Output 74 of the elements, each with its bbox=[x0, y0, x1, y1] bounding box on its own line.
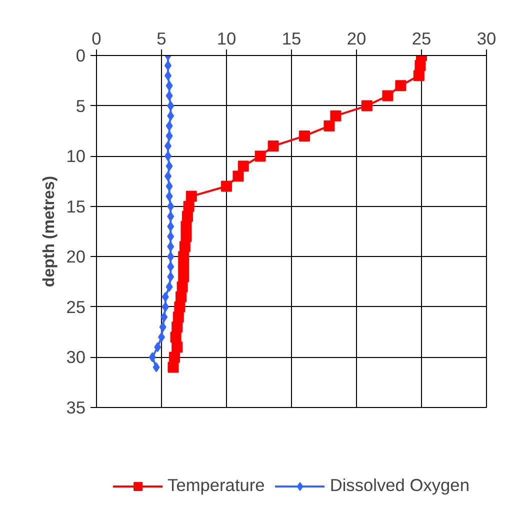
point bbox=[166, 181, 173, 192]
y-tick-label: 10 bbox=[66, 146, 86, 166]
point bbox=[174, 301, 186, 312]
legend-label: Temperature bbox=[168, 475, 265, 496]
point bbox=[268, 140, 279, 152]
point bbox=[330, 110, 342, 122]
point bbox=[361, 100, 372, 112]
point bbox=[167, 211, 174, 222]
point bbox=[167, 100, 174, 111]
y-axis-title: depth (metres) bbox=[41, 176, 58, 288]
point bbox=[413, 70, 424, 82]
y-tick-label: 0 bbox=[76, 46, 86, 66]
point bbox=[180, 231, 192, 242]
y-tick-label: 25 bbox=[66, 296, 86, 317]
x-tick-label: 15 bbox=[282, 28, 302, 48]
point bbox=[238, 160, 249, 172]
point bbox=[166, 90, 173, 101]
x-tick-label: 30 bbox=[476, 28, 496, 48]
x-tick-label: 5 bbox=[156, 28, 166, 48]
point bbox=[166, 282, 173, 292]
point bbox=[254, 150, 266, 162]
point bbox=[382, 90, 394, 102]
point bbox=[159, 322, 166, 332]
x-tick-label: 0 bbox=[92, 28, 102, 48]
point bbox=[172, 322, 183, 333]
point bbox=[166, 130, 173, 141]
x-tick-label: 10 bbox=[216, 28, 236, 48]
point bbox=[167, 242, 174, 252]
point bbox=[166, 80, 173, 91]
y-tick-label: 35 bbox=[66, 398, 86, 418]
point bbox=[166, 191, 173, 202]
point bbox=[183, 200, 194, 212]
point bbox=[180, 220, 192, 232]
point bbox=[167, 252, 174, 262]
point bbox=[178, 251, 190, 262]
point bbox=[178, 271, 190, 282]
x-tick-label: 25 bbox=[412, 28, 432, 48]
point bbox=[166, 120, 173, 131]
point bbox=[152, 362, 160, 372]
point bbox=[176, 291, 186, 302]
x-tick-label: 20 bbox=[346, 28, 366, 48]
point bbox=[232, 170, 244, 182]
point bbox=[221, 180, 232, 192]
point bbox=[154, 342, 162, 352]
point bbox=[324, 120, 335, 132]
point bbox=[168, 362, 179, 373]
y-tick-label: 15 bbox=[66, 196, 86, 216]
point bbox=[167, 272, 174, 282]
y-tick-label: 5 bbox=[76, 96, 86, 116]
point bbox=[170, 332, 182, 343]
point bbox=[167, 232, 174, 242]
point bbox=[167, 201, 174, 212]
point bbox=[172, 311, 184, 322]
point bbox=[182, 210, 193, 222]
y-tick-label: 20 bbox=[66, 246, 86, 267]
point bbox=[179, 241, 190, 252]
legend-label: Dissolved Oxygen bbox=[330, 475, 470, 496]
point bbox=[178, 261, 190, 272]
point bbox=[160, 312, 168, 322]
point bbox=[162, 292, 169, 302]
y-tick-label: 30 bbox=[66, 347, 86, 368]
point bbox=[176, 281, 188, 292]
point bbox=[186, 190, 197, 202]
point bbox=[148, 352, 156, 362]
point bbox=[162, 302, 169, 312]
point bbox=[167, 262, 174, 272]
point bbox=[299, 130, 310, 142]
point bbox=[167, 221, 174, 232]
point bbox=[172, 342, 183, 353]
point bbox=[166, 161, 173, 172]
point bbox=[414, 60, 426, 72]
point bbox=[395, 80, 406, 92]
point bbox=[169, 352, 180, 363]
point bbox=[167, 110, 174, 121]
